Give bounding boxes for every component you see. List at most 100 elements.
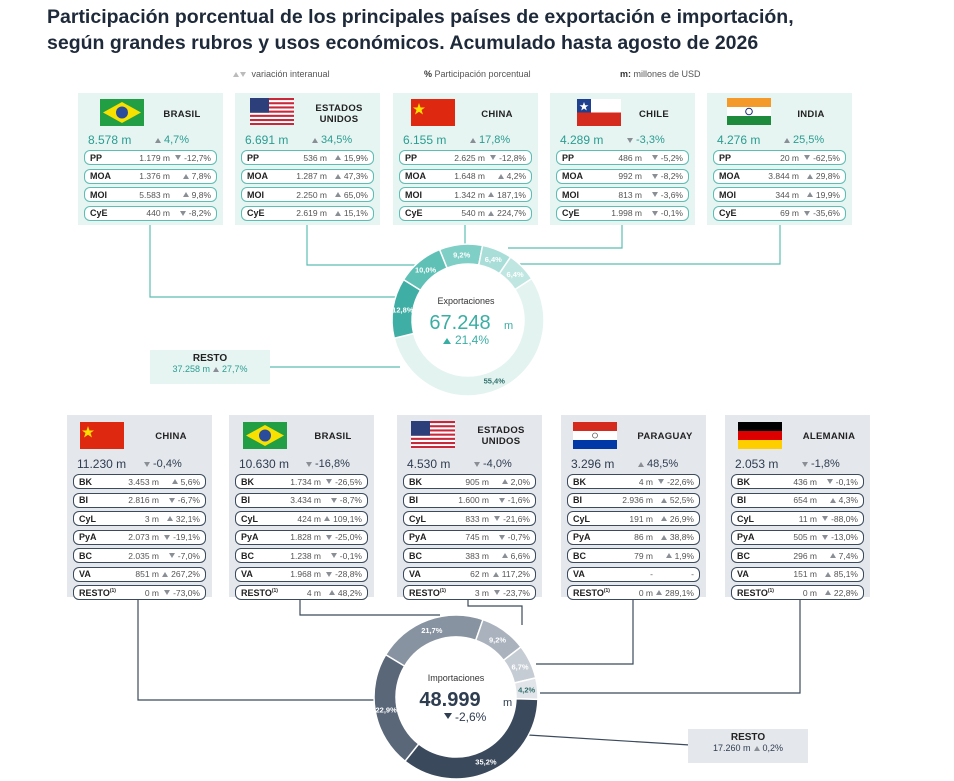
legend-key: m: <box>620 69 631 79</box>
trend-icon <box>328 590 335 595</box>
row-label: BC <box>573 551 603 561</box>
trend-icon <box>494 590 501 595</box>
row-change: -19,1% <box>159 532 200 542</box>
title: Participación porcentual de los principa… <box>47 6 794 28</box>
row-change: 2,0% <box>489 477 530 487</box>
row-value: 440 m <box>146 208 170 218</box>
connector <box>299 597 440 616</box>
trend-icon <box>312 137 318 143</box>
row-pill: MOI 813 m -3,6% <box>556 187 689 202</box>
row-value: 5.583 m <box>139 189 170 200</box>
row-label-text: BI <box>241 495 250 505</box>
row-change: 38,8% <box>653 532 694 542</box>
row-label-text: PyA <box>79 532 97 542</box>
row-change: -25,0% <box>321 532 362 542</box>
row-value: 1.238 m <box>290 550 321 561</box>
row-change: 5,6% <box>159 477 200 487</box>
trend-icon <box>826 479 833 484</box>
row-pill: CyL 191 m 26,9% <box>567 511 700 526</box>
change-value: 4,7% <box>164 134 190 146</box>
row-value: 905 m <box>465 476 489 487</box>
country-box: BRASIL 10.630 m -16,8% BK 1.734 m -26,5% BI 3.4… <box>229 415 374 600</box>
row-value: 86 m <box>634 532 653 542</box>
trend-icon <box>334 173 341 179</box>
row-note: (1) <box>271 587 278 594</box>
row-label-text: BK <box>737 476 750 487</box>
rows: PP 2.625 m -12,8% MOA 1.648 m 4,2% MOI 1.342 m 1… <box>399 150 532 224</box>
row-change-value: -35,6% <box>813 208 840 218</box>
row-change: 7,4% <box>817 551 858 561</box>
row-label-text: BC <box>241 550 254 561</box>
row-change: 22,8% <box>817 588 858 598</box>
resto-name: RESTO <box>730 732 766 743</box>
row-change: 187,1% <box>485 190 526 200</box>
row-change-value: -28,8% <box>335 569 362 579</box>
row-label-text: MOI <box>90 189 107 200</box>
row-label-text: CyL <box>241 513 259 524</box>
row-change: 9,8% <box>170 190 211 200</box>
row-label: CyL <box>737 514 767 524</box>
row-label-text: RESTO <box>241 587 272 598</box>
row-label: PyA <box>409 532 439 542</box>
country-name: CHINA <box>481 108 513 120</box>
row-change-value: -73,0% <box>173 587 200 598</box>
row-value: 4 m <box>638 476 653 487</box>
row-change-value: 22,8% <box>833 587 858 598</box>
row-label-text: CyL <box>573 513 591 524</box>
row-value: 69 m <box>780 208 799 218</box>
row-value: 1.828 m <box>290 532 321 542</box>
donut-caption: Importaciones <box>428 673 485 683</box>
row-label: MOA <box>247 171 277 181</box>
row-label-text: CyE <box>719 208 737 218</box>
row-change-value: 7,4% <box>838 550 858 561</box>
row-value: 3.844 m <box>768 171 799 181</box>
row-pill: PP 536 m 15,9% <box>241 150 374 165</box>
row-value: 151 m <box>793 569 817 579</box>
row-pill: PP 2.625 m -12,8% <box>399 150 532 165</box>
trend-icon <box>444 713 452 719</box>
connectors <box>137 225 801 746</box>
total-line: 11.230 m -0,4% <box>77 457 204 471</box>
row-label: BI <box>573 495 603 505</box>
row-pill: PyA 86 m 38,8% <box>567 529 700 545</box>
trend-icon <box>330 553 337 558</box>
row-label-text: CyL <box>79 513 97 524</box>
row-label-text: BK <box>241 476 254 487</box>
row-note: (1) <box>439 587 446 594</box>
total-line: 4.276 m 25,5% <box>717 133 844 147</box>
import-donut: 21,7% 9,2% 6,7% 4,2% 35,2% 22,9% <box>373 614 539 780</box>
row-change-value: 48,2% <box>337 587 362 598</box>
row-pill: MOI 5.583 m 9,8% <box>84 187 217 202</box>
trend-icon <box>326 479 333 484</box>
country-box: INDIA 4.276 m 25,5% PP 20 m -62,5% MOA 3.844 m 2… <box>707 93 852 225</box>
row-pill: VA - - <box>567 566 700 582</box>
row-note: (1) <box>603 587 610 594</box>
row-change-value: 4,3% <box>838 495 858 505</box>
row-change: -8,7% <box>321 495 362 505</box>
row-value: 813 m <box>618 189 642 200</box>
row-change: 109,1% <box>321 514 362 524</box>
trend-icon <box>656 590 663 595</box>
row-change-value: 289,1% <box>665 587 694 598</box>
row-change: -12,7% <box>170 153 211 163</box>
change-value: 25,5% <box>793 134 825 146</box>
row-change: -3,6% <box>642 190 683 200</box>
row-label-text: PP <box>405 152 418 163</box>
row-pill: VA 851 m 267,2% <box>73 566 206 582</box>
row-change-value: 2,0% <box>510 476 530 487</box>
flag <box>573 422 617 449</box>
rows: PP 20 m -62,5% MOA 3.844 m 29,8% MOI 344 m 19,9%… <box>713 150 846 224</box>
row-change-value: -0,7% <box>507 532 530 542</box>
trend-icon <box>492 571 499 577</box>
row-label: PyA <box>79 532 109 542</box>
trend-icon <box>498 534 505 540</box>
row-label-text: MOA <box>719 171 740 181</box>
flag <box>577 99 621 126</box>
rows: PP 1.179 m -12,7% MOA 1.376 m 7,8% MOI 5.583 m 9… <box>84 150 217 224</box>
row-value: 191 m <box>629 513 653 524</box>
trend-icon <box>658 479 665 484</box>
row-label: PyA <box>573 532 603 542</box>
row-change: 85,1% <box>817 569 858 579</box>
row-label: VA <box>241 569 271 579</box>
row-change-value: 9,8% <box>191 189 211 200</box>
